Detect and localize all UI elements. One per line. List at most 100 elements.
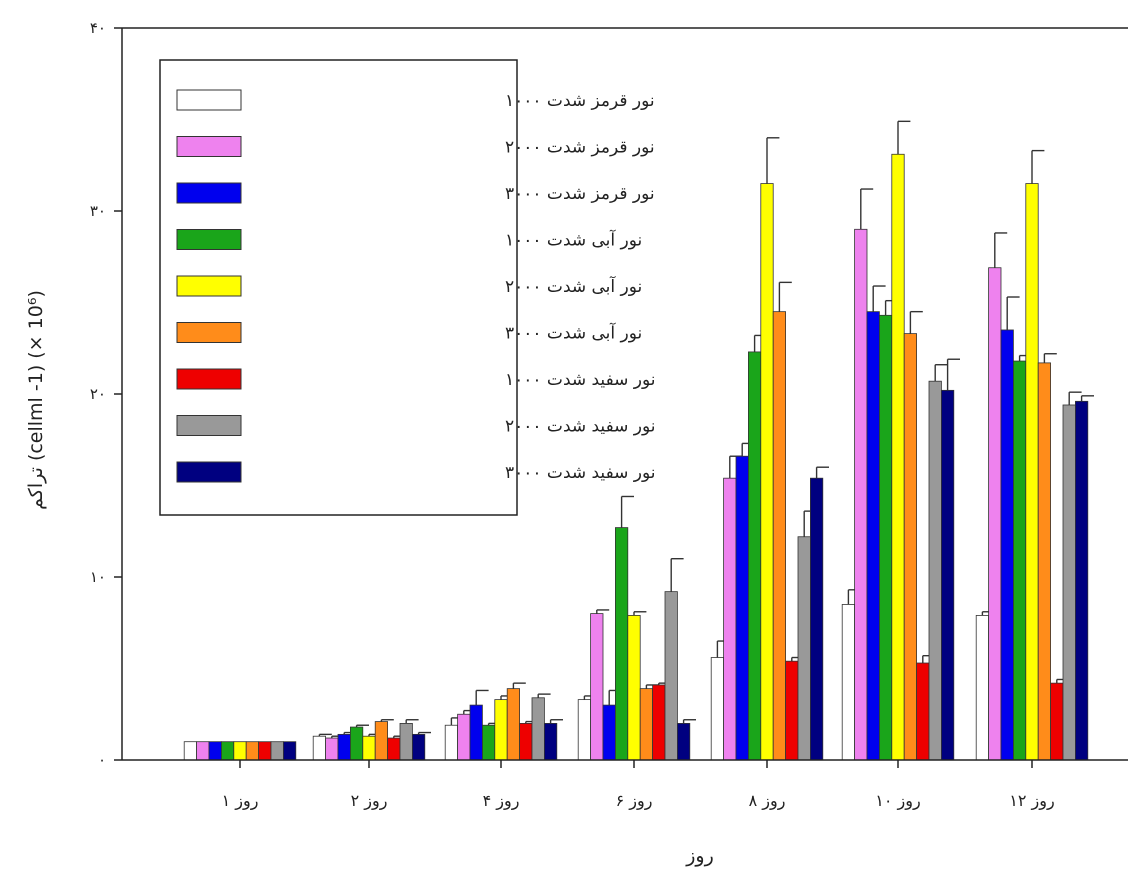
y-tick-label: ۴۰ xyxy=(90,19,106,37)
x-tick-label: روز ۸ xyxy=(749,791,786,811)
bar xyxy=(506,688,521,761)
bar xyxy=(399,723,413,761)
bar xyxy=(664,591,678,761)
legend-swatch xyxy=(176,136,242,157)
bar xyxy=(988,267,1002,761)
bar xyxy=(854,228,868,761)
bar xyxy=(903,333,918,761)
bar xyxy=(531,697,545,761)
legend-label: نور قرمز شدت ۱۰۰۰ xyxy=(505,91,655,111)
bar xyxy=(1050,682,1064,761)
bar xyxy=(975,615,990,761)
x-tick-label: روز ۲ xyxy=(351,791,388,811)
bar xyxy=(748,351,762,761)
legend-label: نور سفید شدت ۳۰۰۰ xyxy=(505,463,656,483)
bar xyxy=(374,721,389,761)
bar xyxy=(1013,360,1027,761)
y-axis-title: تراکم (cellml -1) (× 10⁶) xyxy=(25,290,47,510)
bar xyxy=(494,699,508,761)
legend-label: نور آبی شدت ۲۰۰۰ xyxy=(505,275,642,297)
bar xyxy=(710,657,725,761)
legend-swatch xyxy=(176,229,242,250)
bar xyxy=(469,704,483,761)
bar xyxy=(282,741,297,761)
bar xyxy=(810,477,824,761)
bar xyxy=(1062,404,1076,761)
y-tick-label: ۱۰ xyxy=(90,568,106,586)
bar xyxy=(183,741,197,761)
bar xyxy=(220,741,235,761)
bar xyxy=(1037,362,1051,761)
legend-label: نور قرمز شدت ۳۰۰۰ xyxy=(505,184,655,204)
bar xyxy=(349,726,364,761)
bar xyxy=(411,733,426,761)
bar xyxy=(337,733,351,761)
bar xyxy=(1075,400,1089,761)
bar xyxy=(1025,183,1039,761)
y-tick-label: ۳۰ xyxy=(90,202,106,220)
legend-swatch xyxy=(176,89,242,111)
bar xyxy=(270,741,284,761)
y-tick-label: ۲۰ xyxy=(90,385,106,403)
bar xyxy=(735,455,749,761)
x-tick-label: روز ۴ xyxy=(483,791,520,811)
bar xyxy=(544,723,558,761)
bar xyxy=(233,741,247,761)
bar xyxy=(208,741,222,761)
legend-swatch xyxy=(176,322,242,343)
bar xyxy=(481,724,496,761)
x-tick-label: روز ۱۰ xyxy=(875,791,920,811)
legend-label: نور آبی شدت ۱۰۰۰ xyxy=(505,229,642,251)
legend-swatch xyxy=(176,182,242,204)
bar xyxy=(627,615,641,761)
bar xyxy=(196,741,210,761)
x-axis-title: روز xyxy=(685,845,714,867)
bar xyxy=(639,688,654,761)
bar xyxy=(457,713,471,761)
bar xyxy=(1000,329,1014,761)
bar xyxy=(841,604,856,761)
bar xyxy=(785,660,799,761)
bar xyxy=(387,737,401,761)
bar xyxy=(797,536,811,761)
legend: نور قرمز شدت ۱۰۰۰ نور قرمز شدت ۲۰۰۰ نور قر… xyxy=(159,59,656,516)
plot-area xyxy=(122,27,1128,761)
bar xyxy=(444,724,459,761)
bar xyxy=(677,723,691,761)
bar xyxy=(258,741,272,761)
bar xyxy=(312,735,327,761)
legend-swatch xyxy=(176,275,242,297)
bar xyxy=(519,723,533,761)
y-axis: ۰ ۱۰ ۲۰ ۳۰ ۴۰ xyxy=(90,19,123,769)
legend-swatch xyxy=(176,415,242,436)
legend-label: نور سفید شدت ۲۰۰۰ xyxy=(505,417,656,437)
x-tick-label: روز ۱۲ xyxy=(1009,791,1054,811)
bar xyxy=(245,741,259,761)
legend-label: نور آبی شدت ۳۰۰۰ xyxy=(505,322,642,344)
bar xyxy=(891,153,905,761)
bar xyxy=(577,699,592,761)
bar xyxy=(602,704,616,761)
legend-swatch xyxy=(176,368,242,390)
bar xyxy=(590,613,604,761)
y-tick-label: ۰ xyxy=(98,751,106,769)
bar xyxy=(941,389,955,761)
bar xyxy=(928,380,942,761)
bar xyxy=(362,735,376,761)
legend-swatch xyxy=(176,461,242,483)
legend-label: نور قرمز شدت ۲۰۰۰ xyxy=(505,138,655,158)
bar xyxy=(760,183,774,761)
bar xyxy=(879,314,893,761)
bar xyxy=(772,311,787,761)
bar xyxy=(325,737,339,761)
x-axis: روز ۱ روز ۲ روز ۴ روز ۶ روز ۸ روز ۱۰ روز ۱۲ xyxy=(122,759,1128,811)
bar xyxy=(723,477,737,761)
bar xyxy=(615,527,629,761)
legend-label: نور سفید شدت ۱۰۰۰ xyxy=(505,370,656,390)
bar xyxy=(652,684,666,761)
bar xyxy=(866,311,880,761)
x-tick-label: روز ۱ xyxy=(222,791,259,811)
bar xyxy=(916,662,930,761)
x-tick-label: روز ۶ xyxy=(616,791,653,811)
